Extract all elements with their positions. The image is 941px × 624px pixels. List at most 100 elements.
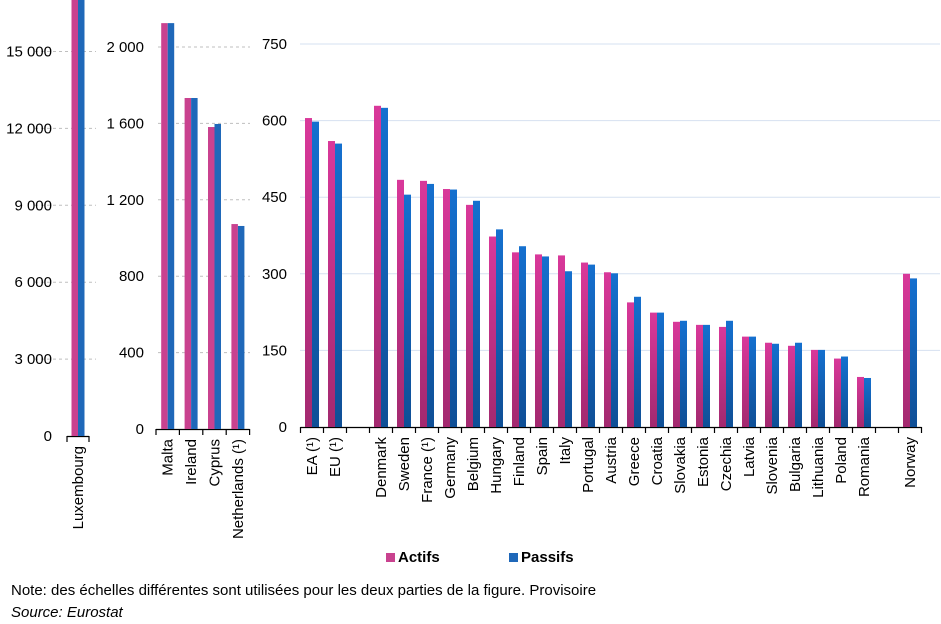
bar-actifs-luxembourg (71, 0, 78, 436)
y-tick-label: 1 600 (106, 115, 144, 132)
x-category-label: Finland (511, 437, 528, 486)
bar-actifs-italy (558, 255, 565, 427)
bar-passifs-hungary (496, 229, 503, 427)
bar-passifs-finland (519, 246, 526, 427)
bar-passifs-germany (450, 189, 457, 427)
chart-source: Source: Eurostat (11, 604, 123, 621)
x-category-label: Hungary (488, 437, 505, 494)
x-category-label: Denmark (373, 437, 390, 498)
panel-main: 0 150 300 450 600 750 EA (¹) EU (¹) Denmark Swede… (262, 36, 940, 503)
bar-passifs-poland (841, 356, 848, 427)
x-category-label: Luxembourg (70, 446, 87, 529)
legend-swatch-actifs (386, 553, 395, 562)
bar-actifs-austria (604, 272, 611, 427)
bar-actifs-spain (535, 254, 542, 427)
bar-passifs-norway (910, 278, 917, 427)
bar-actifs-cyprus (208, 127, 215, 430)
x-category-label: Malta (160, 438, 177, 475)
bar-actifs-bulgaria (788, 345, 795, 427)
y-tick-label: 0 (279, 419, 287, 436)
y-tick-label: 1 200 (106, 192, 144, 209)
bar-passifs-greece (634, 296, 641, 427)
bar-actifs-belgium (466, 204, 473, 427)
x-category-label: Poland (833, 437, 850, 484)
bar-passifs-france- (427, 183, 434, 427)
bar-actifs-portugal (581, 262, 588, 427)
x-category-label: Cyprus (207, 439, 224, 487)
y-tick-label: 0 (136, 421, 144, 438)
bar-passifs-denmark (381, 107, 388, 427)
x-category-label: France (¹) (419, 437, 436, 503)
bar-passifs-czechia (726, 320, 733, 427)
bar-actifs-lithuania (811, 349, 818, 427)
y-tick-label: 6 000 (14, 274, 52, 291)
y-tick-label: 800 (119, 268, 144, 285)
x-category-label: Czechia (718, 436, 735, 491)
x-category-label: Belgium (465, 437, 482, 491)
bar-passifs-latvia (749, 336, 756, 427)
y-tick-label: 9 000 (14, 197, 52, 214)
x-category-label: Italy (557, 437, 574, 465)
y-tick-label: 400 (119, 345, 144, 362)
bar-actifs-malta (161, 23, 168, 429)
bar-passifs-cyprus (214, 123, 221, 430)
bar-passifs-austria (611, 273, 618, 427)
bar-passifs-bulgaria (795, 342, 802, 427)
x-category-label: Netherlands (¹) (230, 439, 247, 539)
bar-actifs-estonia (696, 324, 703, 427)
x-category-label: Slovenia (764, 436, 781, 494)
x-category-label: Croatia (649, 436, 666, 485)
panel-luxembourg: 0 3 000 6 000 9 000 12 000 15 000 Luxembourg (6, 0, 96, 529)
bar-passifs-slovakia (680, 320, 687, 427)
bar-passifs-slovenia (772, 343, 779, 427)
x-category-label: Romania (856, 436, 873, 497)
bar-passifs-lithuania (818, 349, 825, 427)
legend-swatch-passifs (509, 553, 518, 562)
x-category-label: EU (¹) (327, 437, 344, 477)
y-tick-label: 450 (262, 189, 287, 206)
bar-actifs-romania (857, 376, 864, 427)
chart-note: Note: des échelles différentes sont util… (11, 582, 597, 599)
x-category-label: Portugal (580, 437, 597, 493)
bar-actifs-eu- (328, 141, 335, 427)
x-category-label: Ireland (183, 439, 200, 485)
x-category-label: Slovakia (672, 436, 689, 493)
bar-passifs-portugal (588, 264, 595, 427)
y-tick-label: 150 (262, 342, 287, 359)
y-tick-label: 750 (262, 36, 287, 53)
bar-actifs-croatia (650, 312, 657, 427)
bar-passifs-estonia (703, 324, 710, 427)
x-category-label: Estonia (695, 436, 712, 487)
x-category-label: Sweden (396, 437, 413, 491)
y-tick-label: 15 000 (6, 44, 52, 61)
bar-passifs-malta (167, 23, 175, 429)
x-category-label: Lithuania (810, 436, 827, 498)
y-tick-label: 300 (262, 266, 287, 283)
bar-chart: 0 3 000 6 000 9 000 12 000 15 000 Luxembourg 0 4… (6, 0, 940, 539)
y-tick-label: 3 000 (14, 351, 52, 368)
bar-actifs-greece (627, 302, 634, 427)
bar-passifs-netherlands- (237, 225, 245, 429)
x-category-label: Norway (902, 437, 919, 488)
bar-passifs-belgium (473, 200, 480, 427)
bar-actifs-ea- (305, 118, 312, 428)
bar-actifs-sweden (397, 179, 404, 427)
bar-actifs-germany (443, 189, 450, 427)
x-category-label: Latvia (741, 436, 758, 477)
y-tick-label: 0 (44, 428, 52, 445)
bar-actifs-hungary (489, 236, 496, 427)
bar-passifs-sweden (404, 194, 411, 427)
bar-passifs-romania (864, 377, 871, 427)
legend-label-passifs: Passifs (521, 549, 574, 566)
bar-actifs-latvia (742, 336, 749, 427)
bar-passifs-ea- (312, 121, 319, 427)
x-category-label: EA (¹) (304, 437, 321, 475)
bar-actifs-denmark (374, 105, 381, 428)
legend-item-passifs: Passifs (509, 549, 574, 566)
x-category-label: Bulgaria (787, 436, 804, 492)
bar-actifs-netherlands- (231, 224, 238, 429)
bar-passifs-ireland (191, 97, 198, 429)
bar-actifs-norway (903, 273, 910, 427)
bar-actifs-slovakia (673, 321, 680, 427)
y-tick-label: 2 000 (106, 39, 144, 56)
